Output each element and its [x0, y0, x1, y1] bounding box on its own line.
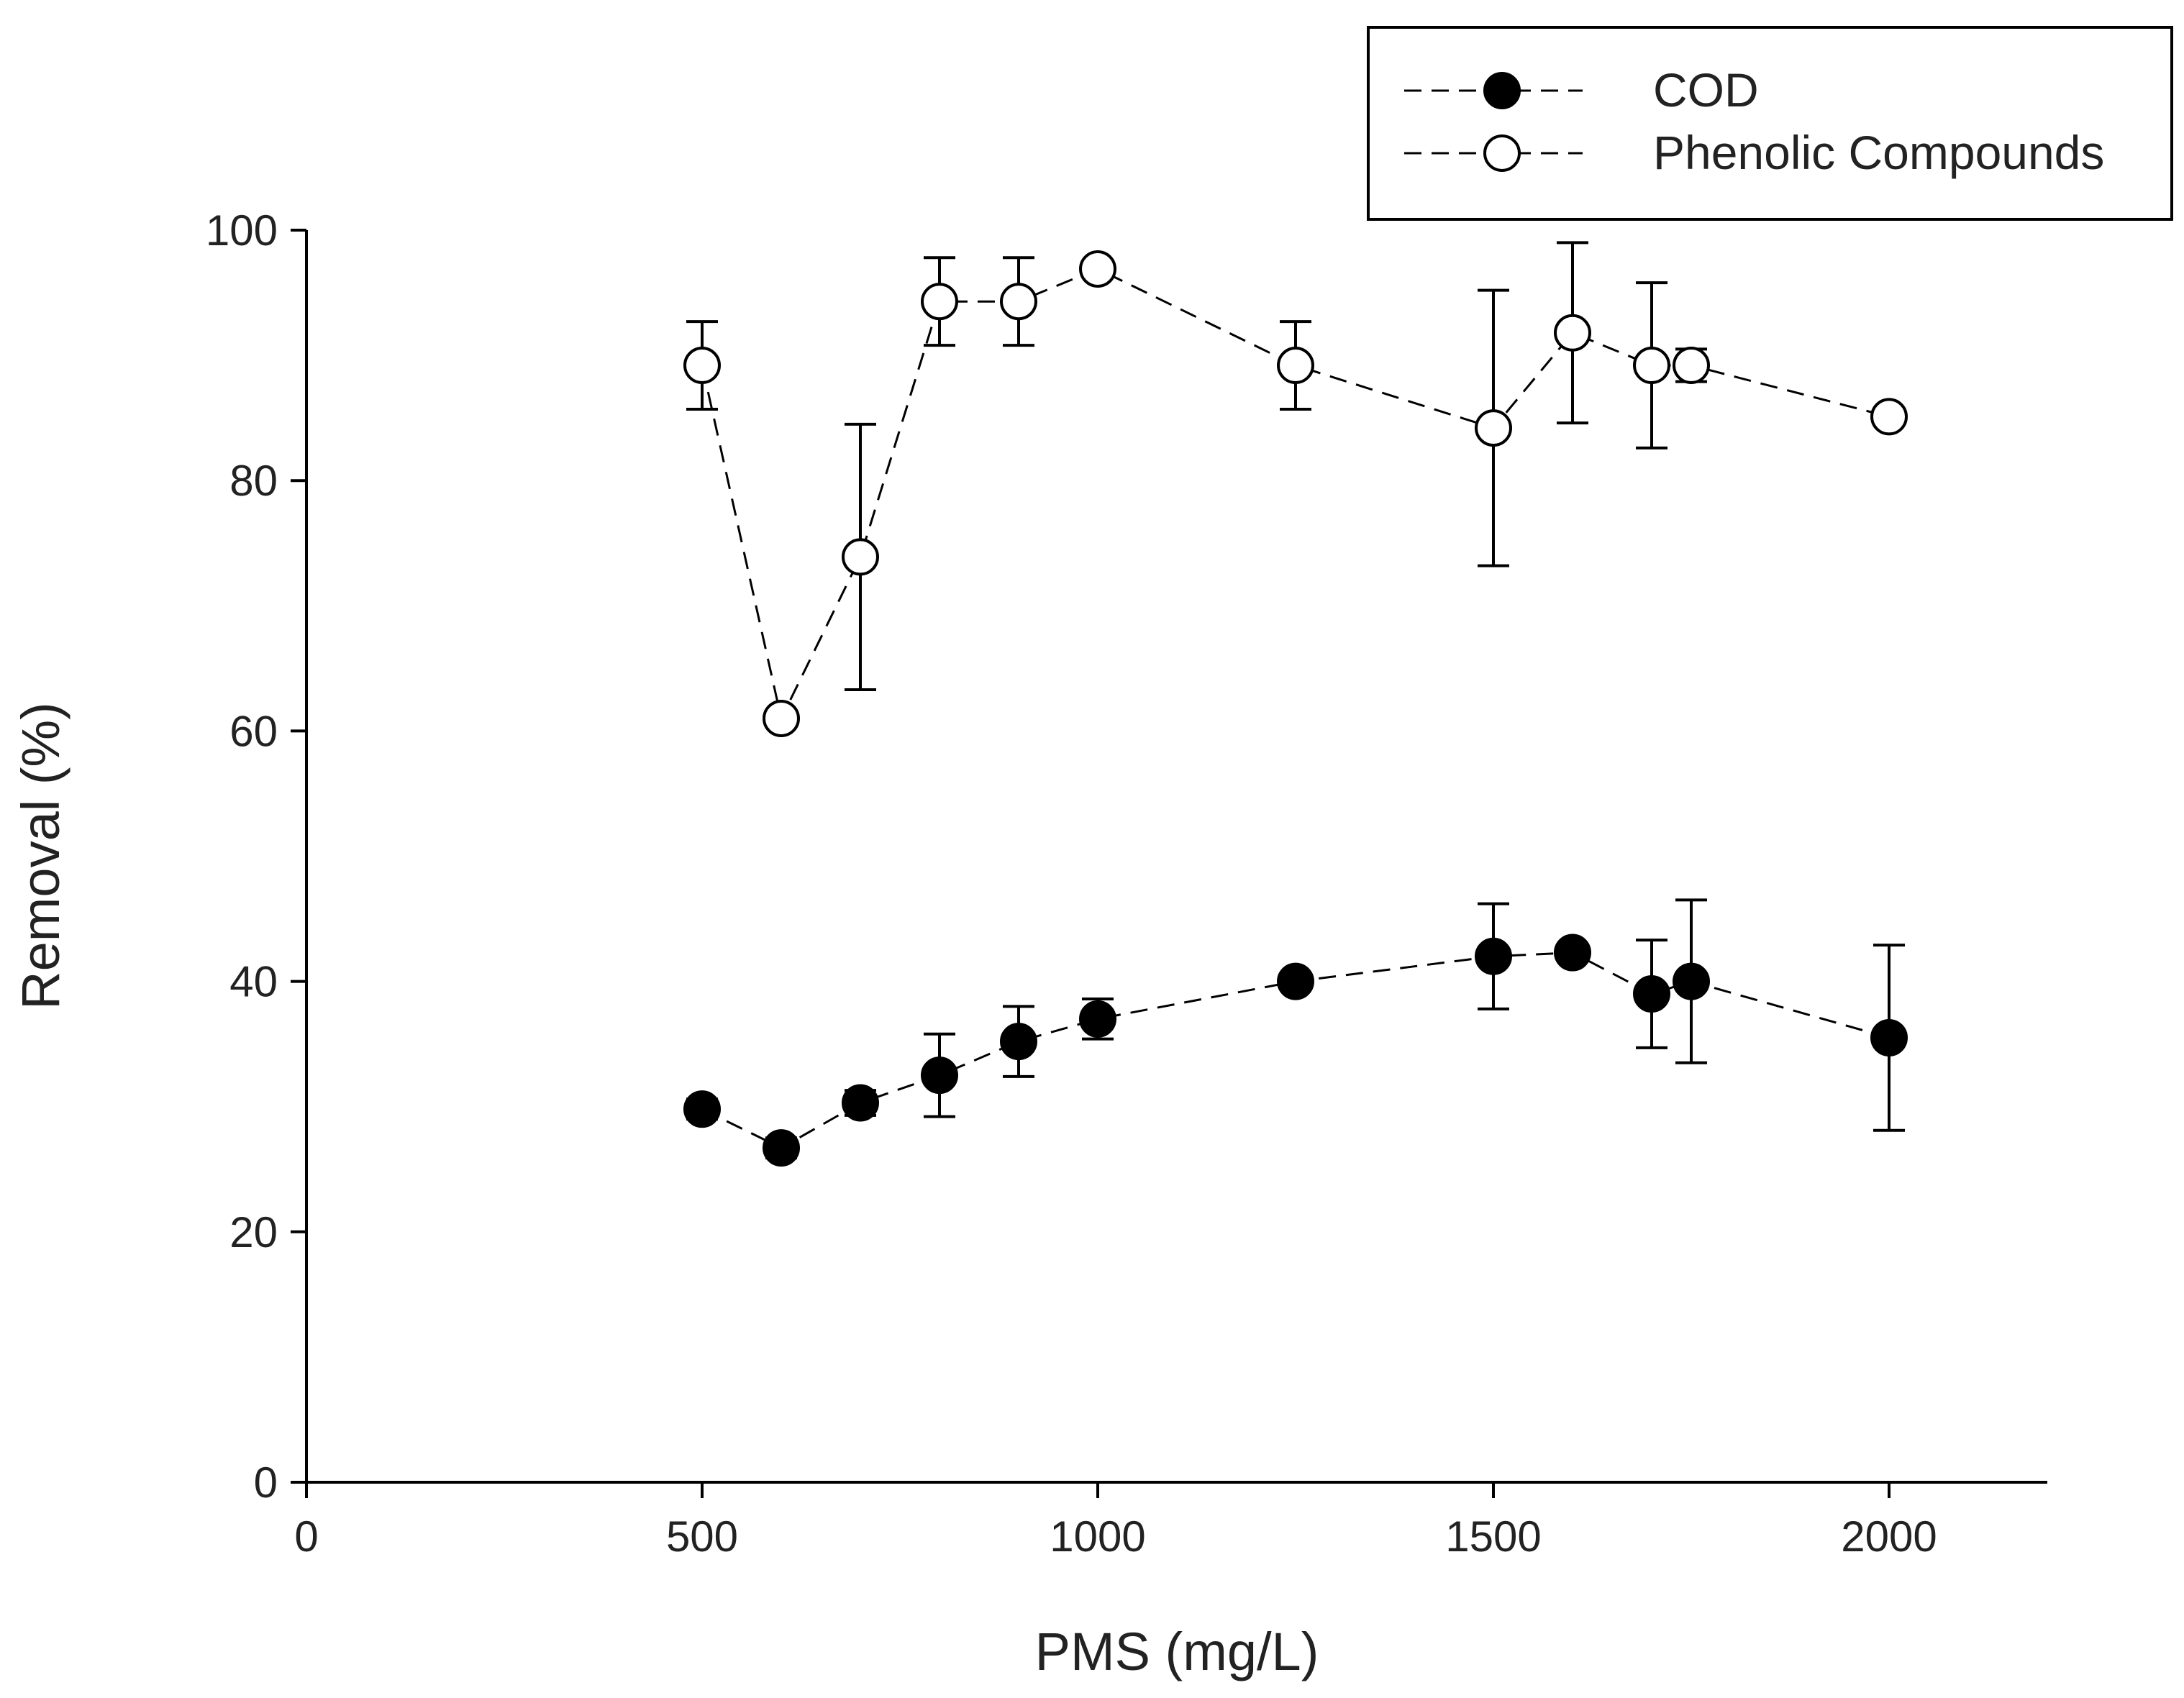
- data-point: [842, 1084, 879, 1122]
- data-point: [1079, 250, 1116, 288]
- data-point: [921, 283, 958, 321]
- x-axis-title: PMS (mg/L): [1035, 1622, 1319, 1681]
- y-tick-label: 20: [229, 1208, 278, 1256]
- x-tick-label: 0: [294, 1512, 318, 1561]
- legend-label: COD: [1653, 63, 1759, 117]
- legend-marker: [1483, 134, 1521, 172]
- data-point: [763, 699, 800, 737]
- y-tick-label: 80: [229, 457, 278, 505]
- data-point: [1079, 1000, 1116, 1038]
- data-point: [921, 1056, 958, 1095]
- y-axis-title: Removal (%): [11, 702, 70, 1010]
- legend: COD Phenolic Compounds: [1367, 26, 2173, 221]
- data-point: [1277, 347, 1314, 385]
- x-tick-label: 2000: [1841, 1512, 1937, 1561]
- data-point: [1475, 937, 1512, 975]
- y-tick-label: 60: [229, 707, 278, 755]
- legend-entries: COD Phenolic Compounds: [1404, 63, 2104, 179]
- data-point: [683, 347, 721, 385]
- legend-box: [1367, 26, 2173, 221]
- data-point: [1277, 962, 1314, 1000]
- y-tick-label: 0: [254, 1459, 278, 1507]
- data-point: [842, 538, 879, 576]
- data-point: [1870, 398, 1908, 436]
- y-tick-label: 40: [229, 958, 278, 1006]
- data-point: [1000, 1023, 1037, 1061]
- x-tick-label: 1500: [1445, 1512, 1541, 1561]
- data-point: [1633, 347, 1670, 385]
- legend-entry: COD: [1404, 63, 1759, 117]
- data-point: [1870, 1018, 1908, 1056]
- data-point: [1633, 975, 1670, 1013]
- series-1: [683, 241, 1908, 737]
- legend-entry: Phenolic Compounds: [1404, 126, 2104, 179]
- data-point: [1000, 283, 1037, 321]
- x-tick-label: 500: [666, 1512, 738, 1561]
- y-tick-label: 100: [206, 206, 278, 255]
- data-point: [763, 1129, 800, 1167]
- data-point: [683, 1090, 721, 1128]
- legend-label: Phenolic Compounds: [1653, 126, 2104, 179]
- data-point: [1554, 314, 1591, 352]
- data-point: [1554, 934, 1591, 972]
- data-point: [1673, 962, 1710, 1000]
- data-point: [1673, 347, 1710, 385]
- legend-marker: [1483, 72, 1521, 109]
- x-tick-label: 1000: [1050, 1512, 1145, 1561]
- series-0: [683, 898, 1908, 1167]
- plot-area: [683, 241, 1908, 1167]
- data-point: [1475, 409, 1512, 447]
